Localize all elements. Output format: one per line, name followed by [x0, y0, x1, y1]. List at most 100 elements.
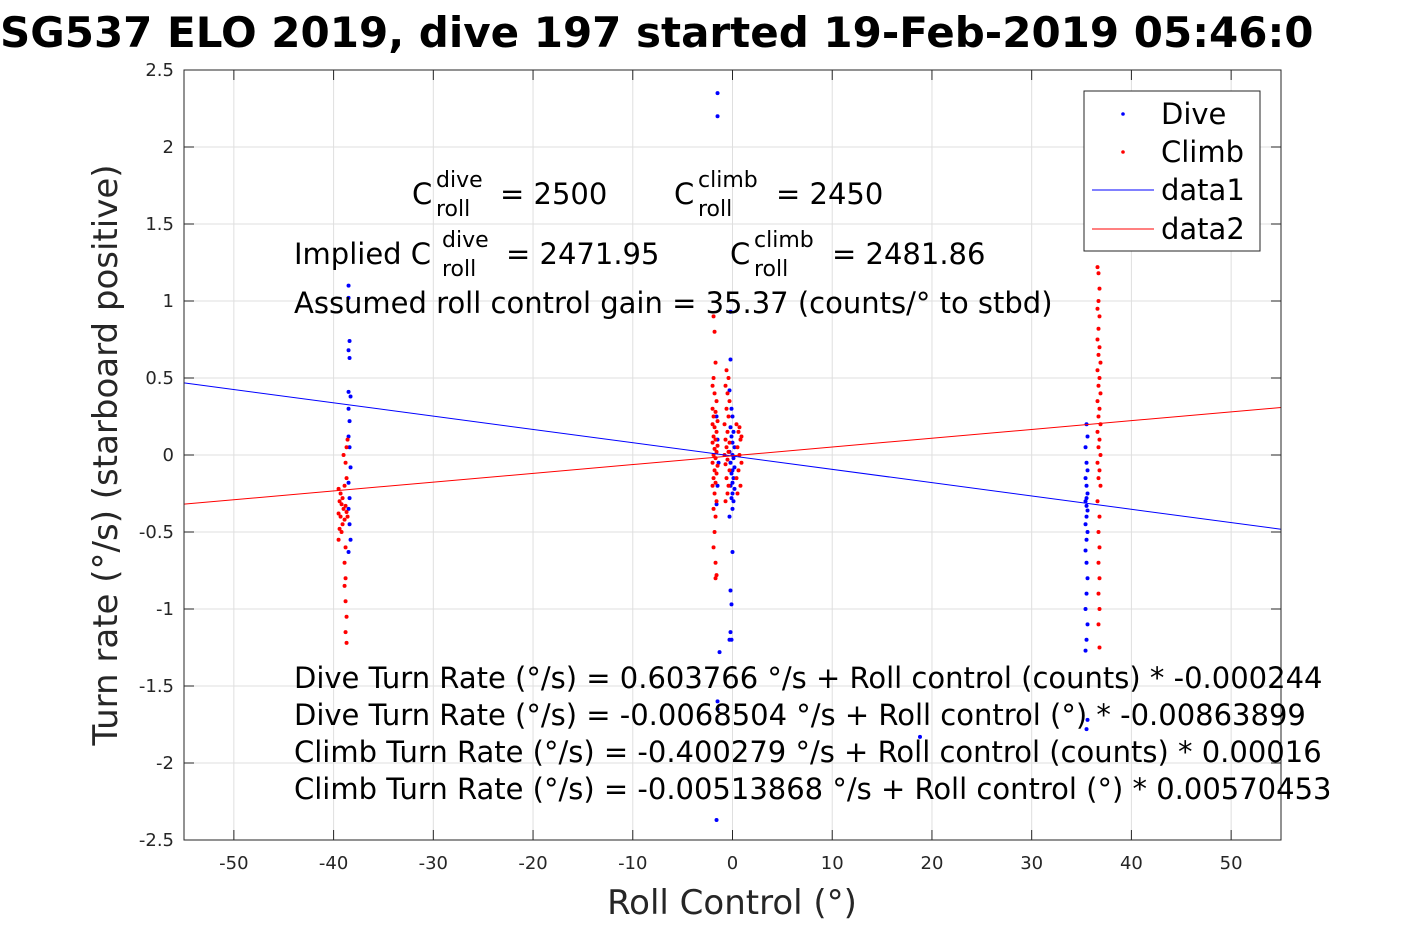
- climb-point: [1096, 271, 1101, 276]
- climb-point: [1095, 368, 1100, 373]
- dive-point: [731, 429, 736, 434]
- climb-point: [339, 502, 344, 507]
- climb-point: [344, 509, 349, 514]
- dive-point: [1083, 445, 1088, 450]
- legend-dive-label: Dive: [1161, 97, 1226, 131]
- equation-dive-degrees: Dive Turn Rate (°/s) = -0.0068504 °/s + …: [294, 698, 1306, 732]
- dive-point: [348, 537, 353, 542]
- dive-point: [1083, 522, 1088, 527]
- dive-point: [715, 483, 720, 488]
- dive-point: [731, 456, 736, 461]
- dive-point: [715, 707, 720, 712]
- climb-point: [343, 503, 348, 508]
- climb-point: [715, 443, 720, 448]
- climb-point: [336, 511, 341, 516]
- x-tick-label: -20: [518, 853, 547, 874]
- climb-point: [1097, 286, 1102, 291]
- x-axis-ticks: -50 -40 -30 -20 -10 0 10 20 30 40 50: [219, 70, 1243, 874]
- y-tick-label: -1.5: [139, 676, 174, 697]
- dive-point: [1083, 607, 1088, 611]
- legend-data2-label: data2: [1161, 212, 1245, 246]
- c-roll-dive-sub: roll: [436, 197, 470, 222]
- x-tick-label: -40: [319, 853, 348, 874]
- dive-point: [730, 468, 735, 473]
- dive-point: [715, 91, 720, 96]
- dive-point: [728, 425, 733, 430]
- climb-point: [1096, 414, 1101, 419]
- dive-point: [732, 445, 737, 450]
- climb-point: [1095, 460, 1100, 465]
- dive-point: [1084, 460, 1089, 465]
- climb-point: [337, 526, 342, 531]
- chart-title: SG537 ELO 2019, dive 197 started 19-Feb-…: [0, 8, 1313, 57]
- y-tick-label: 0.5: [145, 368, 174, 389]
- climb-point: [713, 514, 718, 519]
- dive-point: [714, 414, 719, 419]
- legend: Dive Climb data1 data2: [1083, 90, 1261, 252]
- dive-point: [727, 514, 732, 519]
- implied-climb-sup: climb: [754, 228, 814, 253]
- dive-point: [729, 434, 734, 439]
- climb-point: [713, 480, 718, 485]
- y-tick-label: 1.5: [145, 214, 174, 235]
- climb-point: [739, 460, 744, 465]
- climb-point: [340, 522, 345, 527]
- climb-point: [715, 463, 720, 468]
- climb-point: [711, 434, 716, 439]
- data-marks: [183, 91, 1282, 822]
- dive-point: [728, 588, 733, 593]
- dive-point: [347, 445, 352, 450]
- x-tick-label: -50: [219, 853, 248, 874]
- climb-point: [711, 476, 716, 481]
- climb-point: [710, 406, 715, 411]
- climb-point: [344, 476, 349, 481]
- climb-point: [737, 425, 742, 430]
- c-roll-dive-annotation: C dive roll = 2500: [412, 168, 607, 222]
- climb-point: [343, 545, 348, 550]
- implied-dive-sup: dive: [442, 228, 489, 253]
- dive-point: [347, 355, 352, 360]
- dive-point: [716, 460, 721, 465]
- climb-point: [1097, 437, 1102, 442]
- implied-dive-prefix: Implied C: [294, 237, 431, 271]
- climb-point: [724, 476, 729, 481]
- climb-point: [342, 583, 347, 588]
- climb-point: [342, 483, 347, 488]
- dive-point: [715, 114, 720, 119]
- dive-point: [346, 348, 351, 353]
- x-tick-label: -10: [618, 853, 647, 874]
- climb-point: [341, 453, 346, 457]
- climb-point: [724, 406, 729, 411]
- climb-point: [1096, 445, 1101, 450]
- dive-point: [729, 471, 734, 476]
- dive-point: [729, 602, 734, 607]
- dive-point: [346, 283, 351, 288]
- x-axis-label: Roll Control (°): [607, 883, 857, 923]
- svg-text:C: C: [412, 177, 432, 211]
- c-roll-climb-annotation: C climb roll = 2450: [674, 168, 883, 222]
- climb-point: [343, 576, 348, 581]
- dive-point: [346, 389, 351, 394]
- c-roll-dive-value: = 2500: [500, 177, 607, 211]
- dive-point: [346, 434, 351, 439]
- climb-point: [1096, 622, 1101, 627]
- dive-point: [717, 650, 722, 655]
- implied-dive-sub: roll: [442, 257, 476, 282]
- dive-point: [1084, 496, 1089, 501]
- climb-point: [336, 486, 341, 491]
- dive-point: [1085, 491, 1090, 496]
- y-tick-label: -1: [156, 599, 174, 620]
- climb-point: [738, 437, 743, 442]
- climb-point: [714, 573, 719, 578]
- dive-point: [1085, 576, 1090, 581]
- dive-point: [1085, 508, 1090, 513]
- climb-point: [726, 449, 731, 454]
- y-tick-label: -2: [156, 753, 174, 774]
- dive-point: [1084, 503, 1089, 508]
- dive-point: [346, 406, 351, 411]
- c-roll-climb-sup: climb: [698, 168, 758, 193]
- dive-point: [346, 506, 351, 511]
- dive-point: [347, 419, 352, 424]
- climb-point: [712, 425, 717, 430]
- climb-point: [727, 399, 732, 404]
